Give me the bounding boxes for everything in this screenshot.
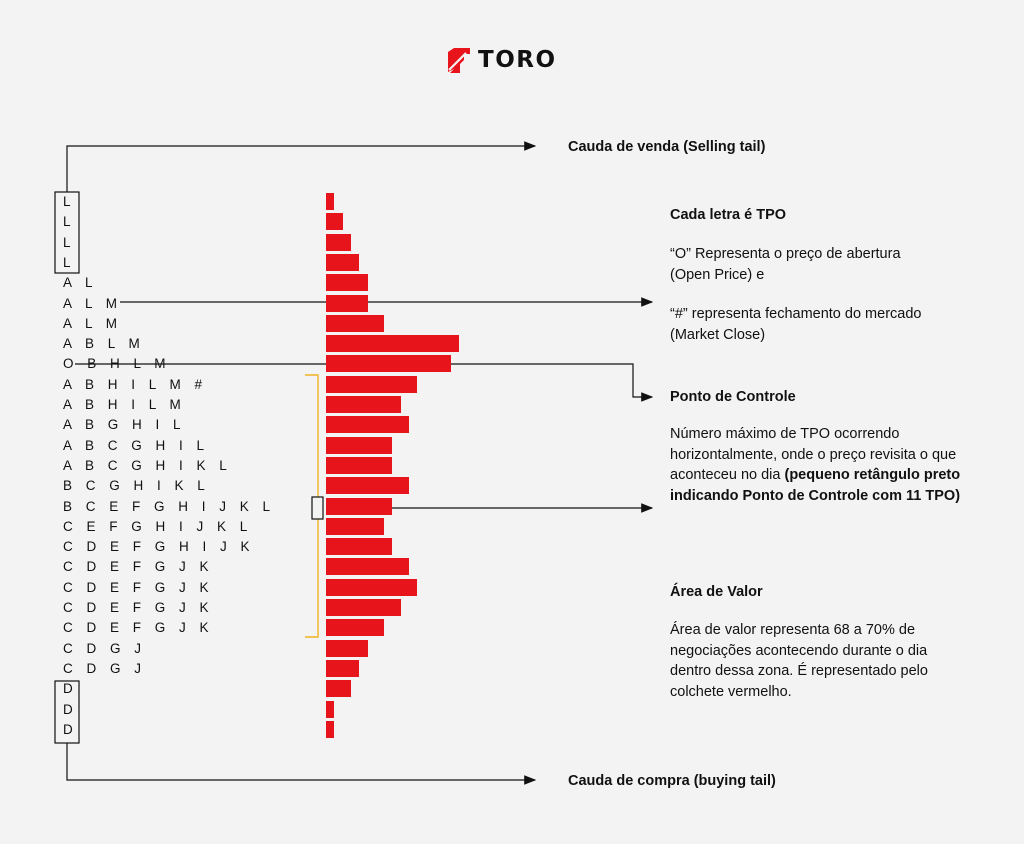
toro-logo-icon <box>448 48 470 73</box>
tpo-row: D <box>63 721 78 737</box>
tpo-row: A L M <box>63 315 123 331</box>
profile-bar <box>326 436 393 454</box>
tpo-row: A B C G H I K L <box>63 457 232 473</box>
selling-tail-label: Cauda de venda (Selling tail) <box>568 139 766 155</box>
logo-text: TORO <box>478 47 557 73</box>
profile-bar <box>326 213 343 231</box>
value-area-title: Área de Valor <box>670 584 763 600</box>
tpo-row: C D G J <box>63 660 147 676</box>
profile-bar <box>326 335 459 353</box>
tpo-row: O B H L M <box>63 356 171 372</box>
profile-bar <box>326 599 401 616</box>
tpo-row: L <box>63 194 76 209</box>
poc-text-bold: (pequeno retângulo preto indicando Ponto… <box>670 467 961 504</box>
poc-title: Ponto de Controle <box>670 389 796 405</box>
profile-bar <box>326 578 418 596</box>
profile-bar <box>326 517 385 535</box>
tpo-row: D <box>63 681 78 697</box>
profile-bar <box>326 477 409 495</box>
buying-tail-arrow <box>66 743 537 785</box>
profile-bar <box>326 233 351 251</box>
value-area-text: Área de valor representa 68 a 70% de neg… <box>670 622 928 700</box>
tpo-row: D <box>63 701 78 717</box>
tpo-row: C D E F G J K <box>63 620 214 636</box>
tpo-row: A B C G H I L <box>63 437 210 453</box>
tpo-row: A L <box>63 275 98 291</box>
profile-bar <box>326 700 335 718</box>
tpo-row: C D E F G J K <box>63 600 214 615</box>
tpo-row: C D G J <box>63 640 147 656</box>
profile-bar <box>326 497 393 515</box>
profile-bar <box>326 396 401 413</box>
tpo-row: A B G H I L <box>63 417 186 433</box>
selling-tail-arrow <box>66 141 537 192</box>
profile-bar <box>326 416 409 434</box>
profile-bar <box>326 253 360 271</box>
tpo-row: A L M <box>63 295 123 311</box>
tpo-open-text: “O” Representa o preço de abertura (Open… <box>670 246 901 283</box>
profile-bar <box>326 619 385 637</box>
profile-bar <box>326 193 335 210</box>
buying-tail-label: Cauda de compra (buying tail) <box>568 773 776 789</box>
tpo-close-text: “#” representa fechamento do mercado (Ma… <box>670 306 922 343</box>
profile-bar <box>326 680 351 698</box>
selling-tail-box <box>54 191 80 274</box>
profile-bar <box>326 355 451 373</box>
poc-text: Número máximo de TPO ocorrendo horizonta… <box>670 424 970 506</box>
profile-bar <box>326 659 360 677</box>
toro-logo: TORO <box>446 46 557 74</box>
tpo-row: L <box>63 214 76 230</box>
tpo-row: B C G H I K L <box>63 478 210 494</box>
profile-bar <box>326 538 393 556</box>
profile-bar <box>326 558 409 576</box>
tpo-row: A B H I L M # <box>63 376 208 392</box>
tpo-row: C D E F G H I J K <box>63 539 255 555</box>
profile-bar <box>326 639 368 657</box>
tpo-row: A B L M <box>63 336 145 352</box>
tpo-row: C D E F G J K <box>63 579 214 595</box>
tpo-title: Cada letra é TPO <box>670 207 787 223</box>
profile-bar <box>326 375 418 393</box>
tpo-row: C E F G H I J K L <box>63 518 253 534</box>
profile-bar <box>326 720 335 738</box>
tpo-row: A B H I L M <box>63 397 186 412</box>
poc-box <box>311 496 324 520</box>
poc-text-plain: Número máximo de TPO ocorrendo horizonta… <box>670 426 957 483</box>
profile-bar <box>326 294 368 312</box>
tpo-row: C D E F G J K <box>63 559 214 575</box>
profile-bar <box>326 274 368 292</box>
profile-bar <box>326 314 385 332</box>
profile-bar <box>326 456 393 474</box>
tpo-row: L <box>63 234 76 250</box>
tpo-row: B C E F G H I J K L <box>63 498 276 514</box>
tpo-row: L <box>63 254 76 270</box>
